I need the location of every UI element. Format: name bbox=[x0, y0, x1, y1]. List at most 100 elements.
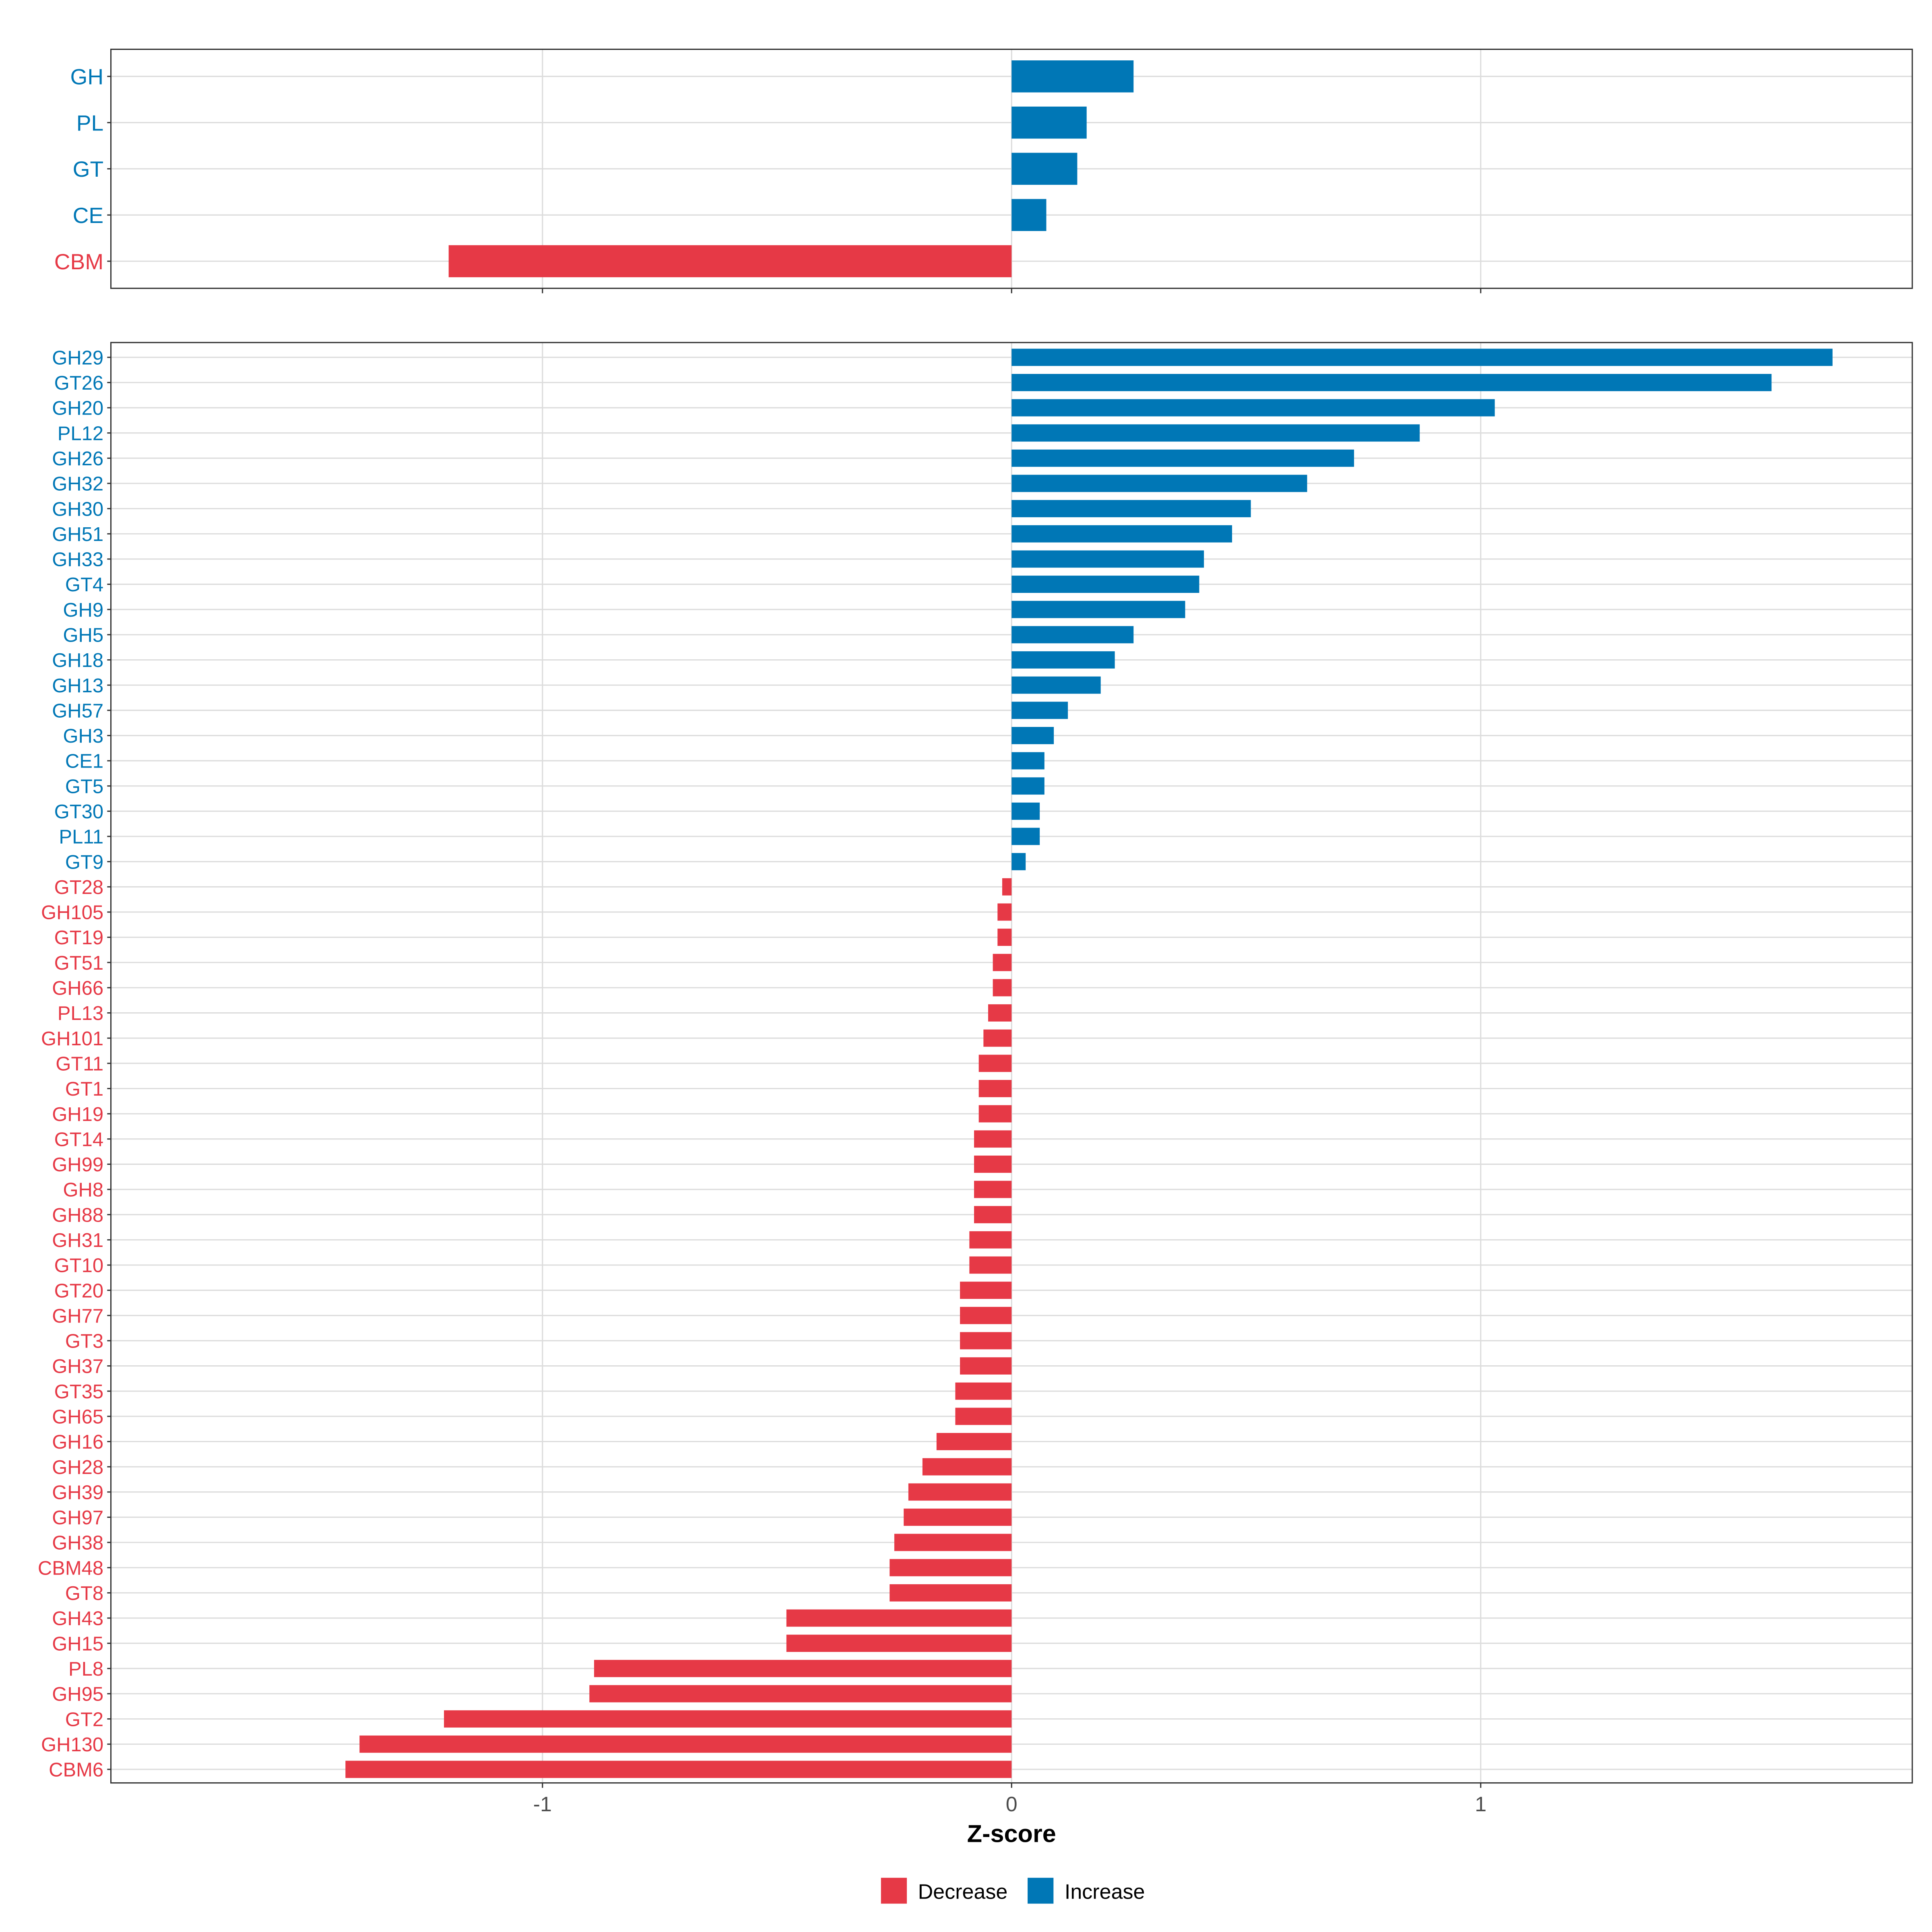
bar-gh66 bbox=[993, 979, 1012, 997]
legend-label-increase: Increase bbox=[1065, 1880, 1145, 1903]
y-tick-label: CE1 bbox=[65, 751, 103, 772]
bar-gh20 bbox=[1011, 399, 1495, 417]
y-tick-label: GT5 bbox=[65, 776, 103, 797]
bar-gh39 bbox=[908, 1483, 1012, 1501]
y-tick-label: GH66 bbox=[52, 978, 103, 999]
panel-family: GH PL GT CE CBM bbox=[54, 48, 1913, 293]
bar-pl12 bbox=[1011, 424, 1420, 442]
y-tick-label: GH28 bbox=[52, 1457, 103, 1478]
y-tick-label: GT20 bbox=[54, 1280, 103, 1302]
bar-cbm6 bbox=[345, 1761, 1012, 1778]
y-tick-label: PL11 bbox=[59, 826, 103, 848]
y-tick-label: GH57 bbox=[52, 700, 103, 722]
y-tick-label: GH5 bbox=[63, 624, 103, 646]
bar-gh97 bbox=[904, 1509, 1012, 1526]
x-axis-title: Z-score bbox=[967, 1820, 1056, 1847]
bar-gt2 bbox=[444, 1710, 1012, 1728]
bar-gh19 bbox=[978, 1105, 1012, 1123]
bar-gh18 bbox=[1011, 651, 1115, 669]
bar-gt20 bbox=[960, 1282, 1012, 1299]
x-axis: -1 0 1 bbox=[533, 1793, 1487, 1816]
bar-gh99 bbox=[974, 1155, 1012, 1173]
y-tick-label: GT bbox=[73, 157, 104, 182]
bar-gh bbox=[1011, 60, 1134, 93]
x-tick-label: -1 bbox=[533, 1793, 552, 1816]
bar-gh13 bbox=[1011, 676, 1101, 694]
y-tick-label: GH31 bbox=[52, 1230, 103, 1251]
bar-gh95 bbox=[589, 1685, 1012, 1703]
bar-gh51 bbox=[1011, 525, 1232, 543]
bar-gh105 bbox=[997, 903, 1012, 921]
bar-gt bbox=[1011, 153, 1077, 185]
y-tick-label: GT4 bbox=[65, 574, 103, 596]
y-tick-label: GH8 bbox=[63, 1179, 103, 1201]
y-tick-label: GH97 bbox=[52, 1507, 103, 1529]
bar-gh57 bbox=[1011, 702, 1068, 719]
bar-ce1 bbox=[1011, 752, 1044, 770]
bar-gh43 bbox=[786, 1609, 1012, 1627]
panel-subfamily: GH29 GT26 GH20 PL12 GH26 GH32 GH30 GH51 GH33 GT4 G… bbox=[38, 342, 1913, 1788]
y-tick-label: GT14 bbox=[54, 1129, 103, 1150]
bar-gt51 bbox=[993, 954, 1012, 971]
y-tick-label: PL13 bbox=[58, 1003, 103, 1024]
y-tick-label: GH77 bbox=[52, 1305, 103, 1327]
y-tick-label: GH88 bbox=[52, 1204, 103, 1226]
y-tick-label: GH39 bbox=[52, 1482, 103, 1503]
bar-gh38 bbox=[894, 1534, 1012, 1551]
y-tick-label: GH101 bbox=[41, 1028, 103, 1050]
bar-pl11 bbox=[1011, 828, 1040, 845]
y-tick-label: GH95 bbox=[52, 1684, 103, 1705]
y-tick-label: GT19 bbox=[54, 927, 103, 949]
y-tick-label: GH13 bbox=[52, 675, 103, 697]
y-tick-label: GH29 bbox=[52, 347, 103, 369]
bar-gh37 bbox=[960, 1357, 1012, 1375]
y-tick-label: GT30 bbox=[54, 801, 103, 823]
y-tick-label: GH20 bbox=[52, 398, 103, 419]
y-tick-label: PL8 bbox=[68, 1658, 103, 1680]
bar-gt28 bbox=[1002, 878, 1012, 896]
y-tick-label: GH33 bbox=[52, 549, 103, 571]
bar-gh9 bbox=[1011, 601, 1185, 618]
y-tick-label: GT11 bbox=[56, 1053, 103, 1075]
bar-gt14 bbox=[974, 1130, 1012, 1148]
bar-gh101 bbox=[983, 1029, 1012, 1047]
bar-gt5 bbox=[1011, 777, 1044, 795]
y-tick-label: GT35 bbox=[54, 1381, 103, 1403]
bar-cbm bbox=[448, 245, 1012, 277]
bar-gh28 bbox=[922, 1458, 1012, 1476]
y-tick-label: GT2 bbox=[65, 1709, 103, 1730]
bar-gh32 bbox=[1011, 475, 1307, 492]
bar-gt26 bbox=[1011, 374, 1772, 391]
y-tick-label: GT9 bbox=[65, 851, 103, 873]
bar-gh88 bbox=[974, 1206, 1012, 1224]
y-tick-label: GT26 bbox=[54, 372, 103, 394]
y-tick-label: GT51 bbox=[54, 952, 103, 974]
bar-gt3 bbox=[960, 1332, 1012, 1350]
legend-swatch-increase bbox=[1028, 1878, 1054, 1904]
y-tick-label: GH51 bbox=[52, 524, 103, 545]
bar-gh8 bbox=[974, 1181, 1012, 1198]
bar-gt19 bbox=[997, 929, 1012, 946]
bar-gh31 bbox=[969, 1231, 1012, 1249]
y-tick-label: CBM48 bbox=[38, 1557, 103, 1579]
y-tick-label: GT8 bbox=[65, 1583, 103, 1604]
x-tick-label: 1 bbox=[1475, 1793, 1486, 1816]
bar-pl8 bbox=[594, 1660, 1012, 1677]
y-tick-label: GH30 bbox=[52, 498, 103, 520]
bar-gh77 bbox=[960, 1307, 1012, 1324]
bar-gh30 bbox=[1011, 500, 1251, 518]
y-tick-label: GH130 bbox=[41, 1734, 103, 1756]
bar-gt35 bbox=[955, 1382, 1012, 1400]
legend-swatch-decrease bbox=[881, 1878, 907, 1904]
y-tick-label: PL bbox=[76, 110, 103, 135]
bar-gh65 bbox=[955, 1408, 1012, 1425]
y-tick-label: GH26 bbox=[52, 448, 103, 470]
y-tick-label: GH99 bbox=[52, 1154, 103, 1176]
bar-gt4 bbox=[1011, 576, 1199, 593]
bar-pl13 bbox=[988, 1004, 1012, 1022]
bar-gt11 bbox=[978, 1055, 1012, 1072]
bar-gh130 bbox=[359, 1735, 1012, 1753]
y-tick-label: CBM6 bbox=[49, 1759, 103, 1781]
bar-gh5 bbox=[1011, 626, 1134, 644]
